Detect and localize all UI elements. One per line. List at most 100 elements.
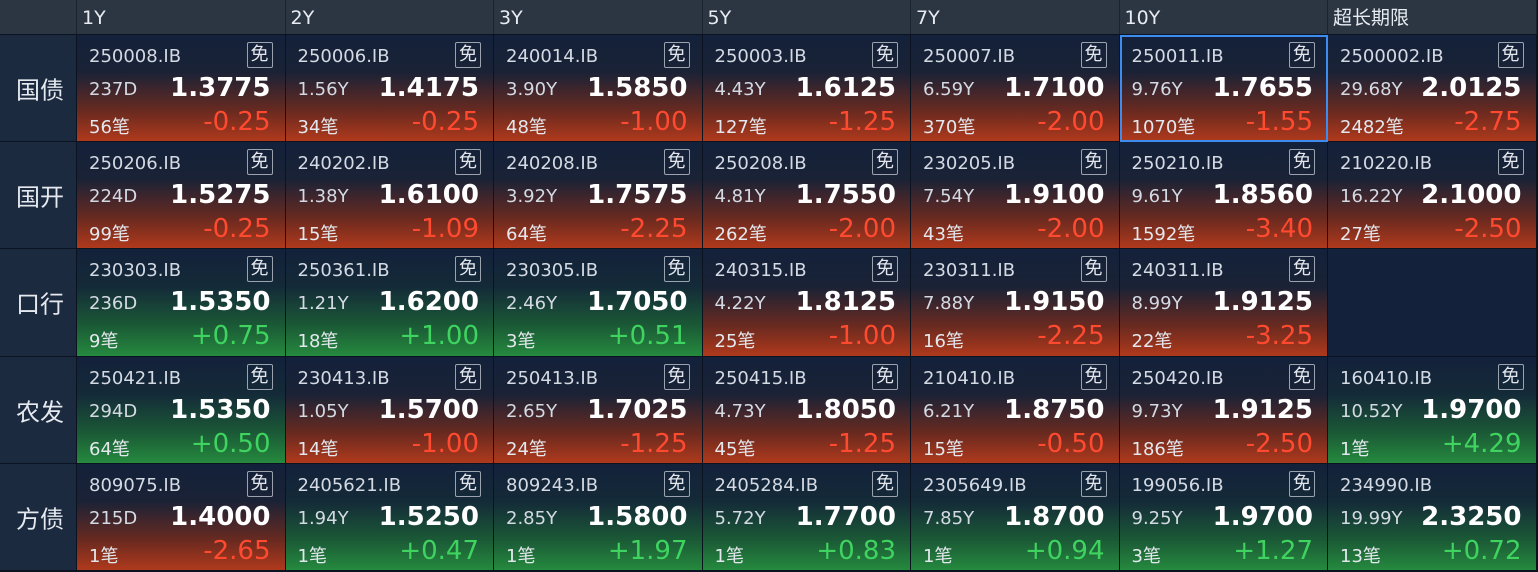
row-label: 农发	[16, 398, 64, 427]
quote-cell[interactable]: 230303.IB 免 236D 1.5350 9笔 +0.75	[77, 249, 286, 357]
tax-free-tag: 免	[663, 470, 690, 497]
trade-count: 22笔	[1131, 331, 1173, 353]
row-label-box: 口行	[0, 249, 76, 357]
yield-change: +0.94	[1024, 535, 1105, 566]
remaining-term: 9.61Y	[1131, 186, 1183, 208]
tax-free-tag: 免	[455, 42, 481, 68]
remaining-term: 4.81Y	[714, 186, 766, 208]
bond-code: 250413.IB	[506, 367, 599, 389]
bond-code: 240014.IB	[506, 46, 599, 67]
yield-change: -2.50	[1245, 428, 1313, 459]
tax-free-tag: 免	[872, 42, 898, 68]
yield: 1.4000	[170, 501, 271, 532]
quote-cell[interactable]: 250415.IB 免 4.73Y 1.8050 45笔 -1.25	[702, 356, 911, 464]
quote-cell[interactable]: 250008.IB 免 237D 1.3775 56笔 -0.25	[77, 35, 286, 143]
yield-change: -1.55	[1245, 107, 1313, 137]
quote-cell[interactable]: 250208.IB 免 4.81Y 1.7550 262笔 -2.00	[702, 142, 911, 250]
yield: 1.6100	[378, 180, 479, 211]
yield: 1.3775	[170, 73, 271, 103]
yield-change: +0.75	[190, 321, 271, 352]
quote-cell[interactable]: 250003.IB 免 4.43Y 1.6125 127笔 -1.25	[702, 35, 911, 143]
row-label: 口行	[16, 290, 64, 319]
tax-free-tag: 免	[872, 149, 898, 176]
remaining-term: 2.85Y	[506, 507, 558, 529]
quote-cell[interactable]: 250210.IB 免 9.61Y 1.8560 1592笔 -3.40	[1119, 142, 1328, 250]
tax-free-tag: 免	[246, 42, 273, 68]
quote-cell[interactable]: 240315.IB 免 4.22Y 1.8125 25笔 -1.00	[702, 249, 911, 357]
quote-cell[interactable]: 250361.IB 免 1.21Y 1.6200 18笔 +1.00	[285, 249, 494, 357]
quote-cell[interactable]: 230205.IB 免 7.54Y 1.9100 43笔 -2.00	[911, 142, 1120, 250]
yield: 1.9700	[1212, 501, 1313, 532]
yield: 1.9125	[1212, 287, 1313, 318]
tax-free-tag: 免	[1289, 256, 1315, 283]
quote-cell[interactable]: 210220.IB 免 16.22Y 2.1000 27笔 -2.50	[1328, 142, 1537, 250]
quote-cell[interactable]: 160410.IB 免 10.52Y 1.9700 1笔 +4.29	[1328, 356, 1537, 464]
quote-cell[interactable]: 240311.IB 免 8.99Y 1.9125 22笔 -3.25	[1119, 249, 1328, 357]
bond-code: 250008.IB	[89, 46, 182, 67]
remaining-term: 6.59Y	[923, 79, 975, 100]
remaining-term: 6.21Y	[923, 400, 975, 422]
tax-free-tag: 免	[1289, 42, 1315, 68]
quote-cell[interactable]: 234990.IB 19.99Y 2.3250 13笔 +0.72	[1328, 463, 1537, 571]
trade-count: 262笔	[714, 224, 767, 246]
quote-cell[interactable]: 230413.IB 免 1.05Y 1.5700 14笔 -1.00	[285, 356, 494, 464]
yield: 2.0125	[1421, 73, 1522, 103]
bond-code: 2500002.IB	[1340, 46, 1444, 67]
remaining-term: 29.68Y	[1340, 79, 1403, 100]
quote-cell[interactable]: 250011.IB 免 9.76Y 1.7655 1070笔 -1.55	[1119, 35, 1328, 143]
tax-free-tag: 免	[455, 149, 481, 176]
quote-cell[interactable]: 240208.IB 免 3.92Y 1.7575 64笔 -2.25	[494, 142, 703, 250]
tax-free-tag: 免	[1497, 42, 1524, 68]
quote-cell[interactable]: 250007.IB 免 6.59Y 1.7100 370笔 -2.00	[911, 35, 1120, 143]
tax-free-tag: 免	[246, 363, 273, 390]
quote-cell[interactable]: 2405621.IB 免 1.94Y 1.5250 1笔 +0.47	[285, 463, 494, 571]
quote-cell[interactable]: 240014.IB 免 3.90Y 1.5850 48笔 -1.00	[494, 35, 703, 143]
column-header: 超长期限	[1328, 0, 1537, 34]
column-header: 3Y	[494, 0, 703, 34]
quote-cell[interactable]: 250006.IB 免 1.56Y 1.4175 34笔 -0.25	[285, 35, 494, 143]
bond-code: 809075.IB	[89, 474, 182, 496]
quote-cell[interactable]: 809075.IB 免 215D 1.4000 1笔 -2.65	[77, 463, 286, 571]
tax-free-tag: 免	[663, 256, 690, 283]
remaining-term: 7.54Y	[923, 186, 975, 208]
bond-code: 199056.IB	[1131, 474, 1224, 496]
trade-count: 25笔	[714, 331, 756, 353]
trade-count: 2482笔	[1340, 117, 1404, 138]
column-header: 7Y	[911, 0, 1120, 34]
trade-count: 3笔	[1131, 545, 1161, 567]
quote-cell[interactable]: 230305.IB 免 2.46Y 1.7050 3笔 +0.51	[494, 249, 703, 357]
trade-count: 16笔	[923, 331, 964, 353]
quote-cell[interactable]: 210410.IB 免 6.21Y 1.8750 15笔 -0.50	[911, 356, 1120, 464]
quote-cell[interactable]: 240202.IB 免 1.38Y 1.6100 15笔 -1.09	[285, 142, 494, 250]
tax-free-tag: 免	[872, 363, 898, 390]
remaining-term: 9.76Y	[1131, 79, 1183, 100]
quote-cell[interactable]: 2405284.IB 免 5.72Y 1.7700 1笔 +0.83	[702, 463, 911, 571]
quote-cell[interactable]: 199056.IB 免 9.25Y 1.9700 3笔 +1.27	[1119, 463, 1328, 571]
quote-cell[interactable]: 250206.IB 免 224D 1.5275 99笔 -0.25	[77, 142, 286, 250]
tax-free-tag: 免	[1497, 149, 1524, 176]
trade-count: 45笔	[714, 438, 756, 460]
yield: 1.8750	[1004, 394, 1105, 425]
quote-cell[interactable]: 230311.IB 免 7.88Y 1.9150 16笔 -2.25	[911, 249, 1120, 357]
row-label-box: 国开	[0, 142, 76, 250]
quote-cell[interactable]: 2500002.IB 免 29.68Y 2.0125 2482笔 -2.75	[1328, 35, 1537, 143]
remaining-term: 4.73Y	[714, 400, 766, 422]
empty-cell	[1328, 249, 1537, 357]
trade-count: 3笔	[506, 331, 536, 353]
yield-change: -3.40	[1245, 214, 1313, 245]
quote-cell[interactable]: 250420.IB 免 9.73Y 1.9125 186笔 -2.50	[1119, 356, 1328, 464]
bond-code: 230311.IB	[923, 260, 1016, 282]
quote-cell[interactable]: 809243.IB 免 2.85Y 1.5800 1笔 +1.97	[494, 463, 703, 571]
quote-cell[interactable]: 250413.IB 免 2.65Y 1.7025 24笔 -1.25	[494, 356, 703, 464]
yield: 1.4175	[378, 73, 479, 103]
remaining-term: 294D	[89, 400, 138, 422]
remaining-term: 3.90Y	[506, 79, 558, 100]
quote-cell[interactable]: 250421.IB 免 294D 1.5350 64笔 +0.50	[77, 356, 286, 464]
tax-free-tag: 免	[1289, 149, 1315, 176]
bond-code: 2405621.IB	[297, 474, 402, 496]
quote-cell[interactable]: 2305649.IB 免 7.85Y 1.8700 1笔 +0.94	[911, 463, 1120, 571]
remaining-term: 9.73Y	[1131, 400, 1183, 422]
tax-free-tag: 免	[663, 363, 690, 390]
tax-free-tag: 免	[872, 256, 898, 283]
trade-count: 13笔	[1340, 545, 1381, 567]
